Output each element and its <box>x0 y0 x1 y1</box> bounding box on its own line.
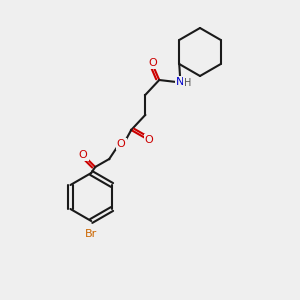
Text: H: H <box>184 78 191 88</box>
Text: Br: Br <box>85 229 97 239</box>
Text: O: O <box>117 139 126 149</box>
Text: O: O <box>149 58 158 68</box>
Text: O: O <box>79 150 88 160</box>
Text: O: O <box>145 135 154 145</box>
Text: N: N <box>176 77 184 87</box>
